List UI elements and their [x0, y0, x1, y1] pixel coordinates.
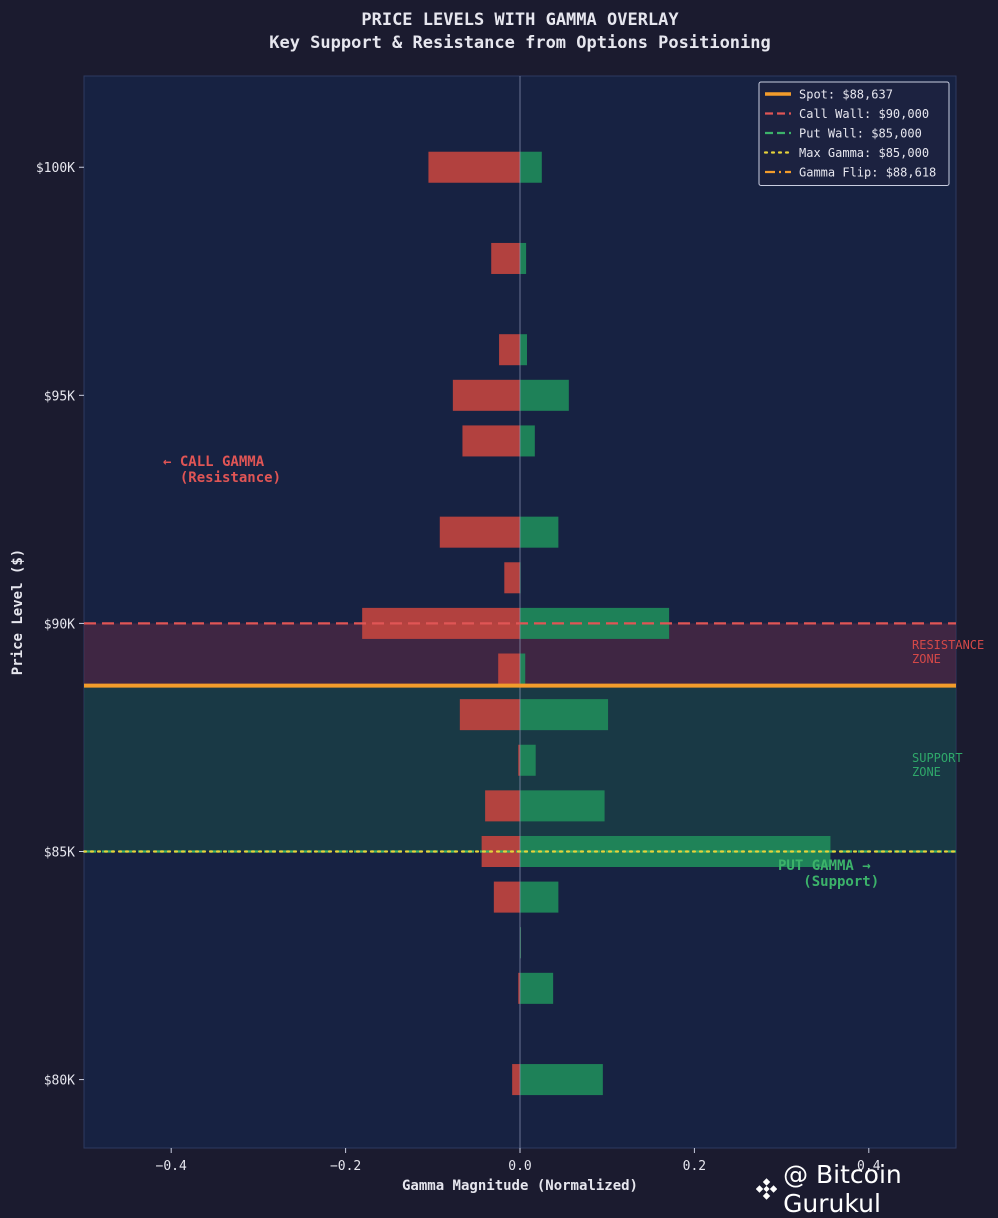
chart-subtitle: Key Support & Resistance from Options Po… [269, 33, 771, 53]
legend-entry: Put Wall: $85,000 [799, 127, 922, 141]
put-gamma-bar [520, 242, 527, 274]
watermark: @ Bitcoin Gurukul [756, 1160, 998, 1218]
put-gamma-bar [520, 425, 535, 457]
call-gamma-bar [439, 516, 520, 548]
put-gamma-bar [520, 790, 605, 822]
y-tick-label: $95K [44, 389, 75, 404]
call-gamma-bar [512, 1064, 520, 1096]
call-gamma-bar [459, 699, 520, 731]
put-gamma-bar [520, 334, 527, 366]
legend-entry: Gamma Flip: $88,618 [799, 166, 936, 180]
call-gamma-bar [518, 744, 520, 776]
call-gamma-bar [498, 653, 520, 685]
annotation-support-zone: SUPPORT ZONE [912, 751, 963, 779]
call-gamma-bar [428, 151, 520, 183]
legend-entry: Spot: $88,637 [799, 88, 893, 102]
call-gamma-bar [485, 790, 520, 822]
x-tick-label: 0.0 [508, 1159, 531, 1174]
x-tick-label: −0.4 [156, 1159, 187, 1174]
put-gamma-bar [520, 516, 559, 548]
x-tick-label: 0.2 [683, 1159, 706, 1174]
chart-title: PRICE LEVELS WITH GAMMA OVERLAY [361, 10, 679, 30]
legend: Spot: $88,637 Call Wall: $90,000 Put Wall:… [758, 81, 950, 186]
call-gamma-bar [462, 425, 520, 457]
put-gamma-bar [520, 1064, 603, 1096]
call-gamma-bar [362, 607, 520, 639]
x-axis-label: Gamma Magnitude (Normalized) [402, 1178, 638, 1194]
watermark-text: @ Bitcoin Gurukul [783, 1160, 902, 1218]
annotation-call-gamma: ← CALL GAMMA (Resistance) [163, 454, 281, 486]
call-gamma-bar [499, 334, 520, 366]
call-gamma-bar [518, 972, 520, 1004]
y-tick-label: $100K [36, 161, 75, 176]
legend-entry: Call Wall: $90,000 [799, 107, 929, 121]
y-tick-label: $80K [44, 1074, 75, 1089]
y-tick-label: $90K [44, 617, 75, 632]
x-tick-label: 0.4 [857, 1159, 881, 1174]
call-gamma-bar [452, 379, 520, 411]
legend-box [758, 81, 950, 186]
call-gamma-bar [493, 881, 520, 913]
put-gamma-bar [520, 699, 609, 731]
annotation-resistance-zone: RESISTANCE ZONE [912, 638, 984, 666]
put-gamma-bar [520, 881, 559, 913]
call-gamma-bar [491, 242, 520, 274]
call-gamma-bar [504, 562, 520, 594]
y-tick-label: $85K [44, 845, 75, 860]
y-axis-label: Price Level ($) [10, 549, 26, 675]
x-tick-label: −0.2 [330, 1159, 361, 1174]
annotation-put-gamma: PUT GAMMA → (Support) [778, 858, 879, 890]
put-gamma-bar [520, 653, 526, 685]
put-gamma-bar [520, 744, 536, 776]
put-gamma-bar [520, 151, 542, 183]
put-gamma-bar [520, 379, 569, 411]
binance-diamond-icon [756, 1178, 778, 1200]
legend-entry: Max Gamma: $85,000 [799, 146, 929, 160]
put-gamma-bar [520, 972, 554, 1004]
